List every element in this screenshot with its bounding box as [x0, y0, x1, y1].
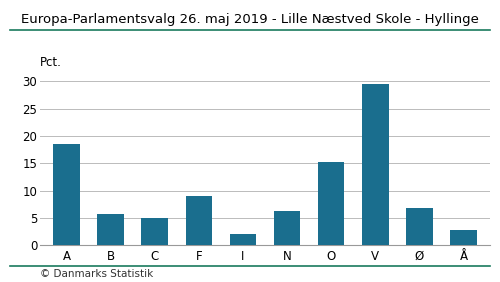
- Bar: [98, 214, 124, 245]
- Text: © Danmarks Statistik: © Danmarks Statistik: [40, 269, 153, 279]
- Bar: [186, 196, 212, 245]
- Bar: [318, 162, 344, 245]
- Bar: [450, 230, 477, 245]
- Text: Europa-Parlamentsvalg 26. maj 2019 - Lille Næstved Skole - Hyllinge: Europa-Parlamentsvalg 26. maj 2019 - Lil…: [21, 13, 479, 26]
- Bar: [362, 84, 388, 245]
- Bar: [274, 212, 300, 245]
- Text: Pct.: Pct.: [40, 56, 62, 69]
- Bar: [53, 144, 80, 245]
- Bar: [230, 234, 256, 245]
- Bar: [142, 218, 168, 245]
- Bar: [406, 208, 432, 245]
